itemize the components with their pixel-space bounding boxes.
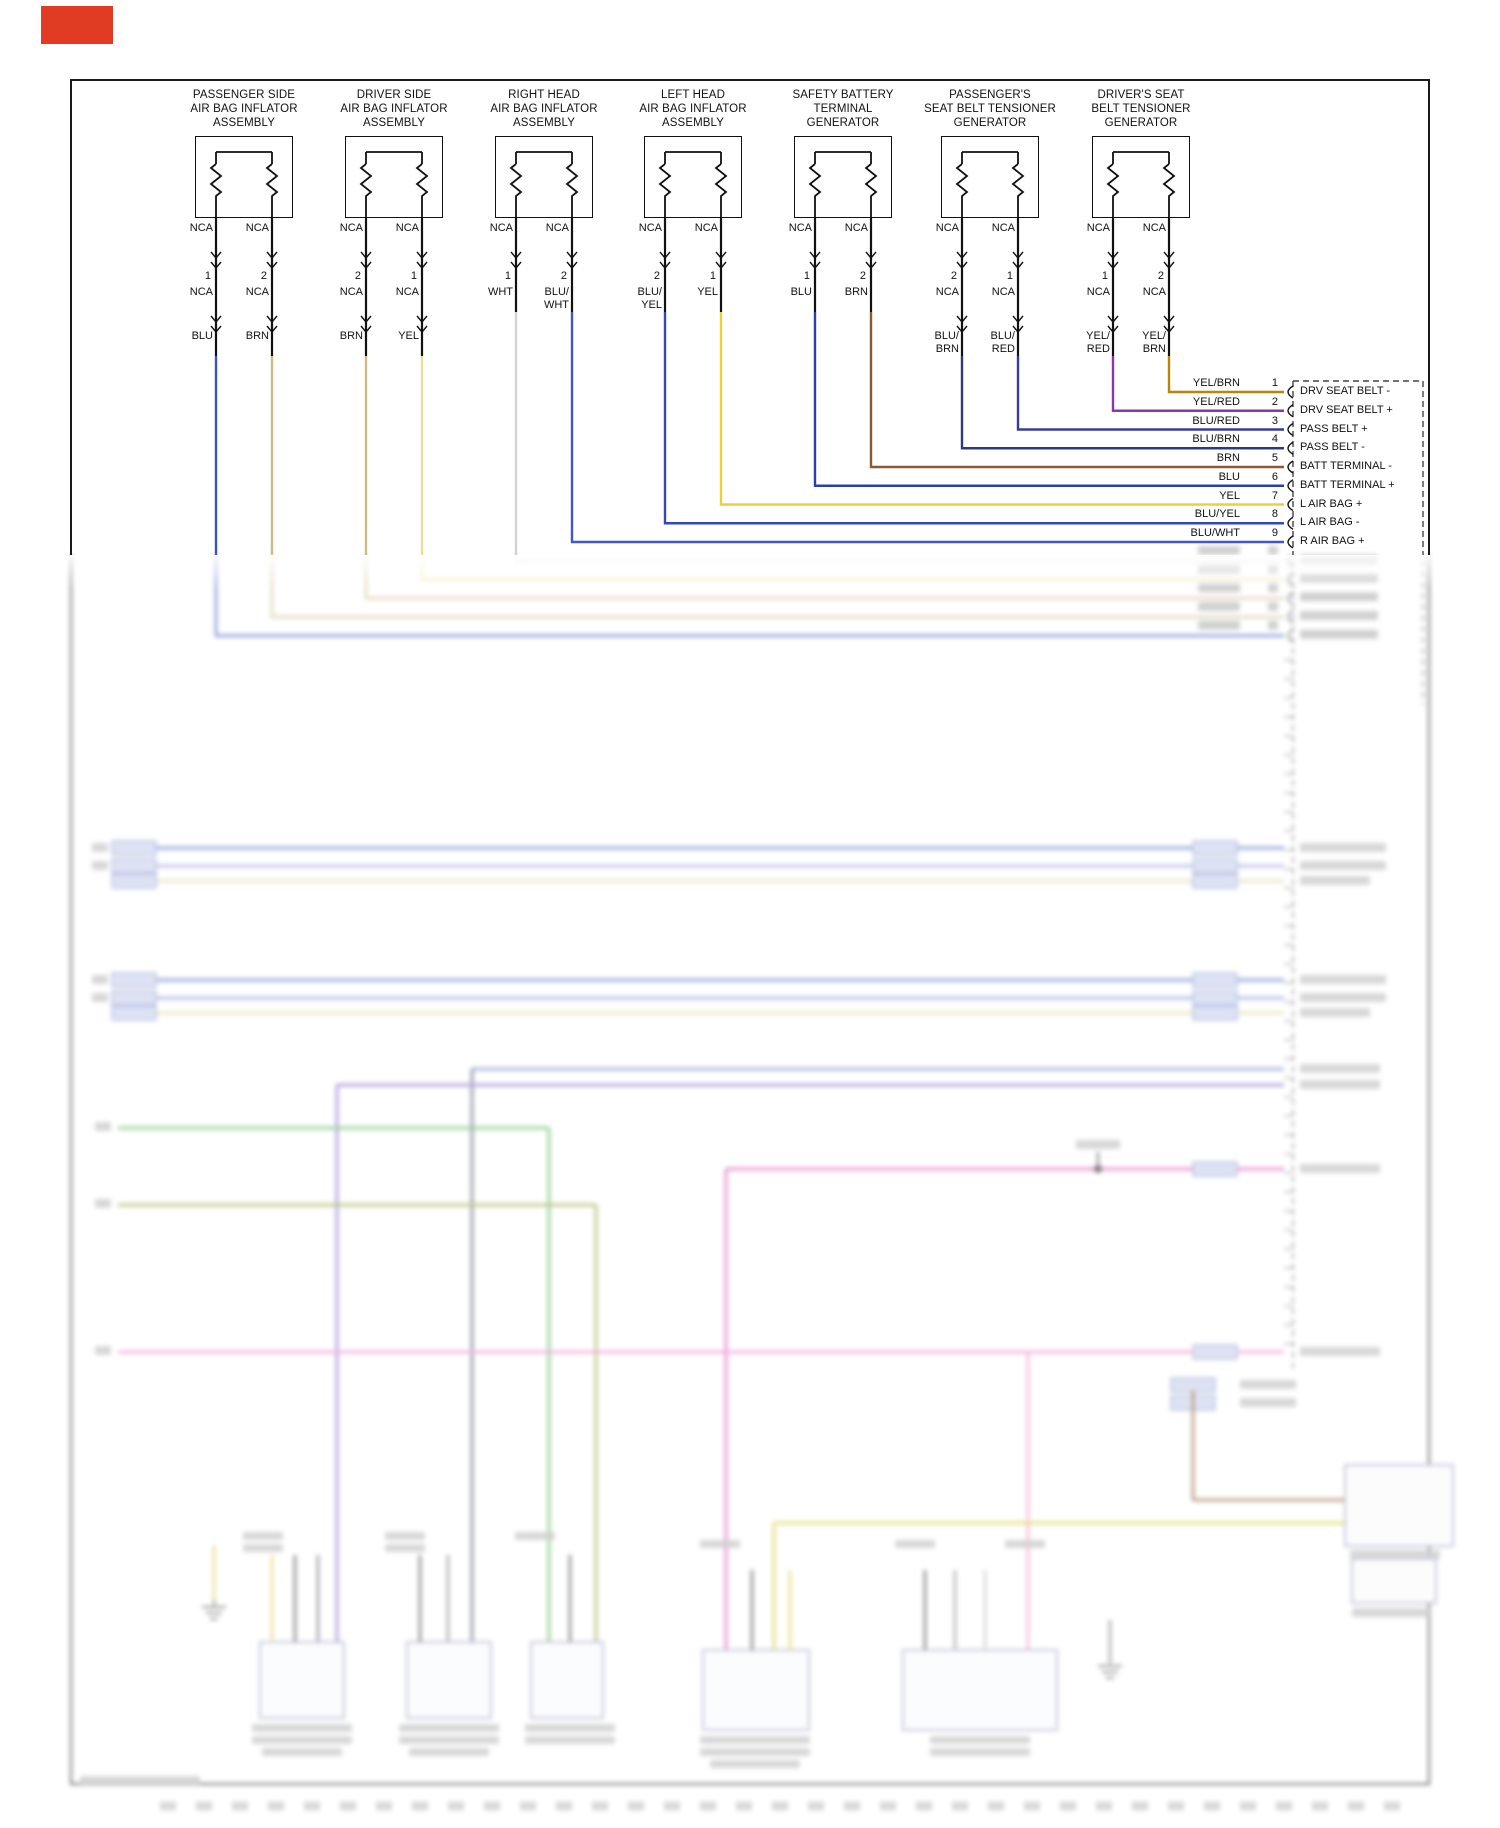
lead-color-label: BLU xyxy=(790,286,812,298)
connector-pin-label: PASS BELT - xyxy=(1300,441,1365,453)
connector-pin-label: L AIR BAG + xyxy=(1300,498,1363,510)
component-title: SAFETY BATTERY TERMINAL GENERATOR xyxy=(792,89,894,129)
lead-pin-number: 2 xyxy=(950,270,957,282)
lead-color-label: WHT xyxy=(487,286,513,298)
lead-pin-number: 2 xyxy=(260,270,267,282)
lead-nca-label: NCA xyxy=(844,222,868,234)
connector-pin-number: 2 xyxy=(1271,396,1278,408)
lead-nca-label: NCA xyxy=(245,222,269,234)
lead-nca-label: NCA xyxy=(1142,222,1166,234)
connector-wire-label: BLU xyxy=(1218,471,1240,483)
connector-wire-label: YEL xyxy=(1219,490,1240,502)
component-title: RIGHT HEAD AIR BAG INFLATOR ASSEMBLY xyxy=(490,89,598,129)
connector-pin-number: 5 xyxy=(1271,452,1278,464)
connector-wire-label: BRN xyxy=(1216,452,1240,464)
connector-wire-label: BLU/RED xyxy=(1192,415,1240,427)
lead-pin-number: 1 xyxy=(1101,270,1108,282)
lead-color-label: BLU/ YEL xyxy=(637,286,662,311)
lead-color-label: BLU/ RED xyxy=(990,330,1015,355)
lead-color-label: YEL/ RED xyxy=(1086,330,1110,355)
connector-pin-number: 1 xyxy=(1271,377,1278,389)
lead-nca-label: NCA xyxy=(245,286,269,298)
lead-nca-label: NCA xyxy=(395,222,419,234)
connector-pin-number: 8 xyxy=(1271,508,1278,520)
lead-color-label: YEL xyxy=(398,330,419,342)
red-corner-tab xyxy=(41,6,113,44)
lead-pin-number: 2 xyxy=(1157,270,1164,282)
component-title: PASSENGER SIDE AIR BAG INFLATOR ASSEMBLY xyxy=(190,89,298,129)
lead-color-label: BRN xyxy=(339,330,363,342)
lead-pin-number: 1 xyxy=(410,270,417,282)
lead-pin-number: 2 xyxy=(560,270,567,282)
connector-pin-number: 7 xyxy=(1271,490,1278,502)
lead-pin-number: 2 xyxy=(653,270,660,282)
lead-pin-number: 2 xyxy=(859,270,866,282)
connector-pin-label: DRV SEAT BELT - xyxy=(1300,385,1391,397)
lead-color-label: BLU/ BRN xyxy=(934,330,959,355)
connector-pin-label: PASS BELT + xyxy=(1300,423,1368,435)
connector-pin-number: 9 xyxy=(1271,527,1278,539)
lead-color-label: YEL/ BRN xyxy=(1142,330,1166,355)
lead-nca-label: NCA xyxy=(395,286,419,298)
lead-nca-label: NCA xyxy=(1142,286,1166,298)
lead-color-label: BLU xyxy=(191,330,213,342)
lead-nca-label: NCA xyxy=(991,286,1015,298)
connector-pin-label: BATT TERMINAL + xyxy=(1300,479,1395,491)
connector-wire-label: YEL/RED xyxy=(1192,396,1240,408)
lead-color-label: YEL xyxy=(697,286,718,298)
lead-nca-label: NCA xyxy=(1086,222,1110,234)
connector-pin-number: 6 xyxy=(1271,471,1278,483)
lead-nca-label: NCA xyxy=(935,286,959,298)
lead-nca-label: NCA xyxy=(189,286,213,298)
lead-nca-label: NCA xyxy=(935,222,959,234)
lead-nca-label: NCA xyxy=(489,222,513,234)
connector-pin-label: L AIR BAG - xyxy=(1300,516,1360,528)
lead-pin-number: 1 xyxy=(709,270,716,282)
lead-color-label: BRN xyxy=(245,330,269,342)
lead-pin-number: 1 xyxy=(504,270,511,282)
connector-pin-number: 4 xyxy=(1271,433,1278,445)
connector-wire-label: BLU/BRN xyxy=(1192,433,1240,445)
lead-pin-number: 2 xyxy=(354,270,361,282)
connector-wire-label: BLU/YEL xyxy=(1194,508,1240,520)
lead-color-label: BLU/ WHT xyxy=(543,286,569,311)
component-title: PASSENGER'S SEAT BELT TENSIONER GENERATO… xyxy=(924,89,1056,129)
lead-nca-label: NCA xyxy=(991,222,1015,234)
lead-nca-label: NCA xyxy=(694,222,718,234)
connector-pin-label: DRV SEAT BELT + xyxy=(1300,404,1393,416)
lead-nca-label: NCA xyxy=(638,222,662,234)
connector-pin-label: BATT TERMINAL - xyxy=(1300,460,1392,472)
lead-nca-label: NCA xyxy=(339,286,363,298)
lead-nca-label: NCA xyxy=(1086,286,1110,298)
connector-pin-number: 3 xyxy=(1271,415,1278,427)
component-title: DRIVER SIDE AIR BAG INFLATOR ASSEMBLY xyxy=(340,89,448,129)
connector-pin-label: R AIR BAG + xyxy=(1300,535,1365,547)
component-title: DRIVER'S SEAT BELT TENSIONER GENERATOR xyxy=(1091,89,1191,129)
connector-wire-label: BLU/WHT xyxy=(1190,527,1241,539)
lead-pin-number: 1 xyxy=(803,270,810,282)
lead-pin-number: 1 xyxy=(1006,270,1013,282)
connector-wire-label: YEL/BRN xyxy=(1192,377,1240,389)
lead-pin-number: 1 xyxy=(204,270,211,282)
lead-nca-label: NCA xyxy=(788,222,812,234)
lead-nca-label: NCA xyxy=(189,222,213,234)
lead-nca-label: NCA xyxy=(339,222,363,234)
lead-nca-label: NCA xyxy=(545,222,569,234)
component-title: LEFT HEAD AIR BAG INFLATOR ASSEMBLY xyxy=(639,89,747,129)
lead-color-label: BRN xyxy=(844,286,868,298)
